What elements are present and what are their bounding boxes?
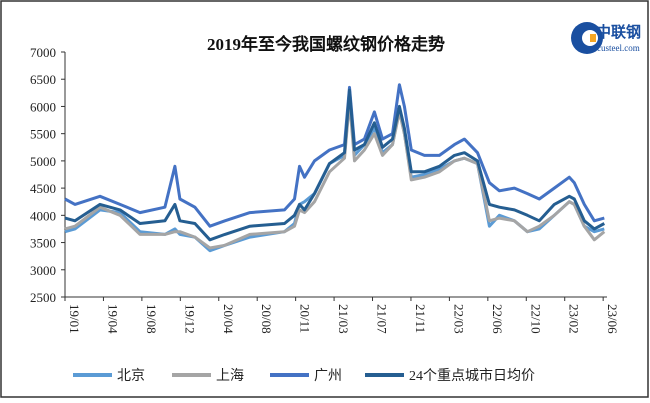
y-tick-label: 5000 xyxy=(30,154,56,169)
y-tick-label: 6000 xyxy=(30,99,56,114)
x-tick-label: 22/03 xyxy=(451,304,466,334)
y-axis: 2500 3000 3500 4000 4500 5000 5500 6000 6500 7000 xyxy=(30,45,66,305)
x-tick-label: 22/06 xyxy=(490,304,505,334)
x-tick-label: 19/01 xyxy=(67,304,82,334)
x-tick-label: 20/08 xyxy=(259,304,274,334)
legend-label-3: 24个重点城市日均价 xyxy=(409,367,535,384)
x-tick-label: 19/12 xyxy=(182,304,197,334)
y-tick-label: 3000 xyxy=(30,263,56,278)
y-tick-label: 3500 xyxy=(30,236,56,251)
y-tick-label: 6500 xyxy=(30,72,56,87)
y-tick-label: 7000 xyxy=(30,45,56,60)
x-axis: 19/01 19/04 19/08 19/12 20/04 20/08 20/11 21/03… xyxy=(64,296,620,334)
series-line-3 xyxy=(64,88,606,242)
x-tick-label: 23/02 xyxy=(567,304,582,334)
x-tick-label: 19/08 xyxy=(144,304,159,334)
series-line-2 xyxy=(64,83,605,228)
y-tick-label: 4000 xyxy=(30,208,56,223)
chart-title: 2019年至今我国螺纹钢价格走势 xyxy=(207,34,445,54)
x-tick-label: 23/06 xyxy=(605,304,620,334)
x-tick-label: 20/11 xyxy=(298,304,313,333)
custeel-logo: 中联钢 custeel.com xyxy=(571,22,641,54)
y-tick-label: 4500 xyxy=(30,181,56,196)
legend-label-0: 北京 xyxy=(117,368,145,384)
x-tick-label: 22/10 xyxy=(528,304,543,334)
x-tick-label: 21/03 xyxy=(336,304,351,334)
logo-brand: 中联钢 xyxy=(596,23,641,41)
legend: 北京 上海 广州 24个重点城市日均价 xyxy=(73,367,535,384)
logo-site: custeel.com xyxy=(597,43,640,53)
y-tick-label: 2500 xyxy=(30,290,56,305)
x-tick-label: 21/07 xyxy=(375,304,390,334)
series-line-1 xyxy=(64,99,606,250)
legend-label-2: 广州 xyxy=(314,368,342,384)
x-tick-label: 21/11 xyxy=(413,304,428,333)
legend-label-1: 上海 xyxy=(216,368,244,384)
series-lines xyxy=(64,83,606,253)
x-tick-label: 20/04 xyxy=(221,304,236,334)
x-tick-label: 19/04 xyxy=(105,304,120,334)
y-tick-label: 5500 xyxy=(30,127,56,142)
